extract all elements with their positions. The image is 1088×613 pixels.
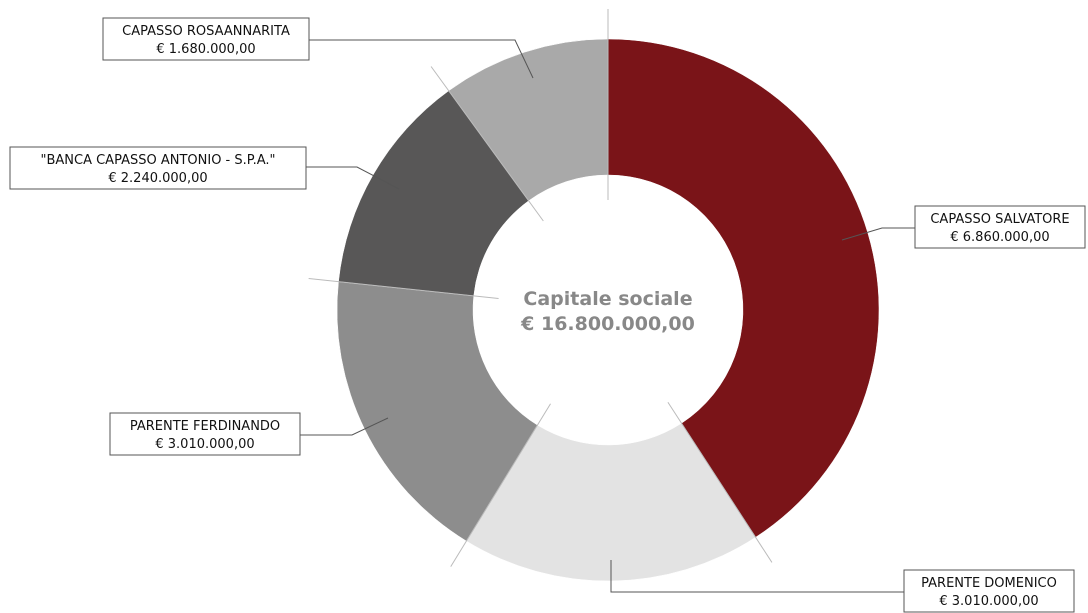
slice-name-label: PARENTE FERDINANDO: [130, 419, 280, 434]
slice-name-label: PARENTE DOMENICO: [921, 576, 1057, 591]
slice-name-label: CAPASSO SALVATORE: [930, 212, 1069, 227]
labels-group: CAPASSO SALVATORE € 6.860.000,00 PARENTE D…: [9, 17, 1086, 613]
slice-value-label: € 6.860.000,00: [950, 230, 1049, 245]
slice-value-label: € 3.010.000,00: [155, 437, 254, 452]
slices-group: [336, 38, 880, 582]
slice-name-label: CAPASSO ROSAANNARITA: [122, 24, 290, 39]
donut-slice: [338, 90, 529, 297]
label-leader-line: [309, 39, 534, 79]
donut-slice: [466, 422, 756, 582]
slice-value-label: € 3.010.000,00: [939, 594, 1038, 609]
slice-boundary-tick: [430, 66, 544, 222]
slice-boundary-tick: [450, 403, 551, 567]
center-title: Capitale sociale: [523, 288, 692, 310]
slice-label-box: [914, 205, 1086, 249]
slice-name-label: "BANCA CAPASSO ANTONIO - S.P.A.": [40, 153, 275, 168]
center-value: € 16.800.000,00: [520, 313, 695, 335]
slice-label-box: [109, 412, 301, 456]
slice-label-box: [102, 17, 310, 61]
slice-boundary-tick: [667, 401, 773, 563]
slice-value-label: € 2.240.000,00: [108, 171, 207, 186]
label-leader-line: [306, 166, 400, 190]
label-leader-line: [610, 560, 904, 593]
boundary-ticks-group: [308, 9, 773, 567]
slice-value-label: € 1.680.000,00: [156, 42, 255, 57]
label-leader-line: [300, 417, 389, 436]
slice-label-box: [903, 569, 1075, 613]
slice-boundary-tick: [308, 278, 499, 299]
donut-slice: [336, 281, 538, 542]
slice-label-box: [9, 146, 307, 190]
label-leader-line: [841, 227, 915, 241]
